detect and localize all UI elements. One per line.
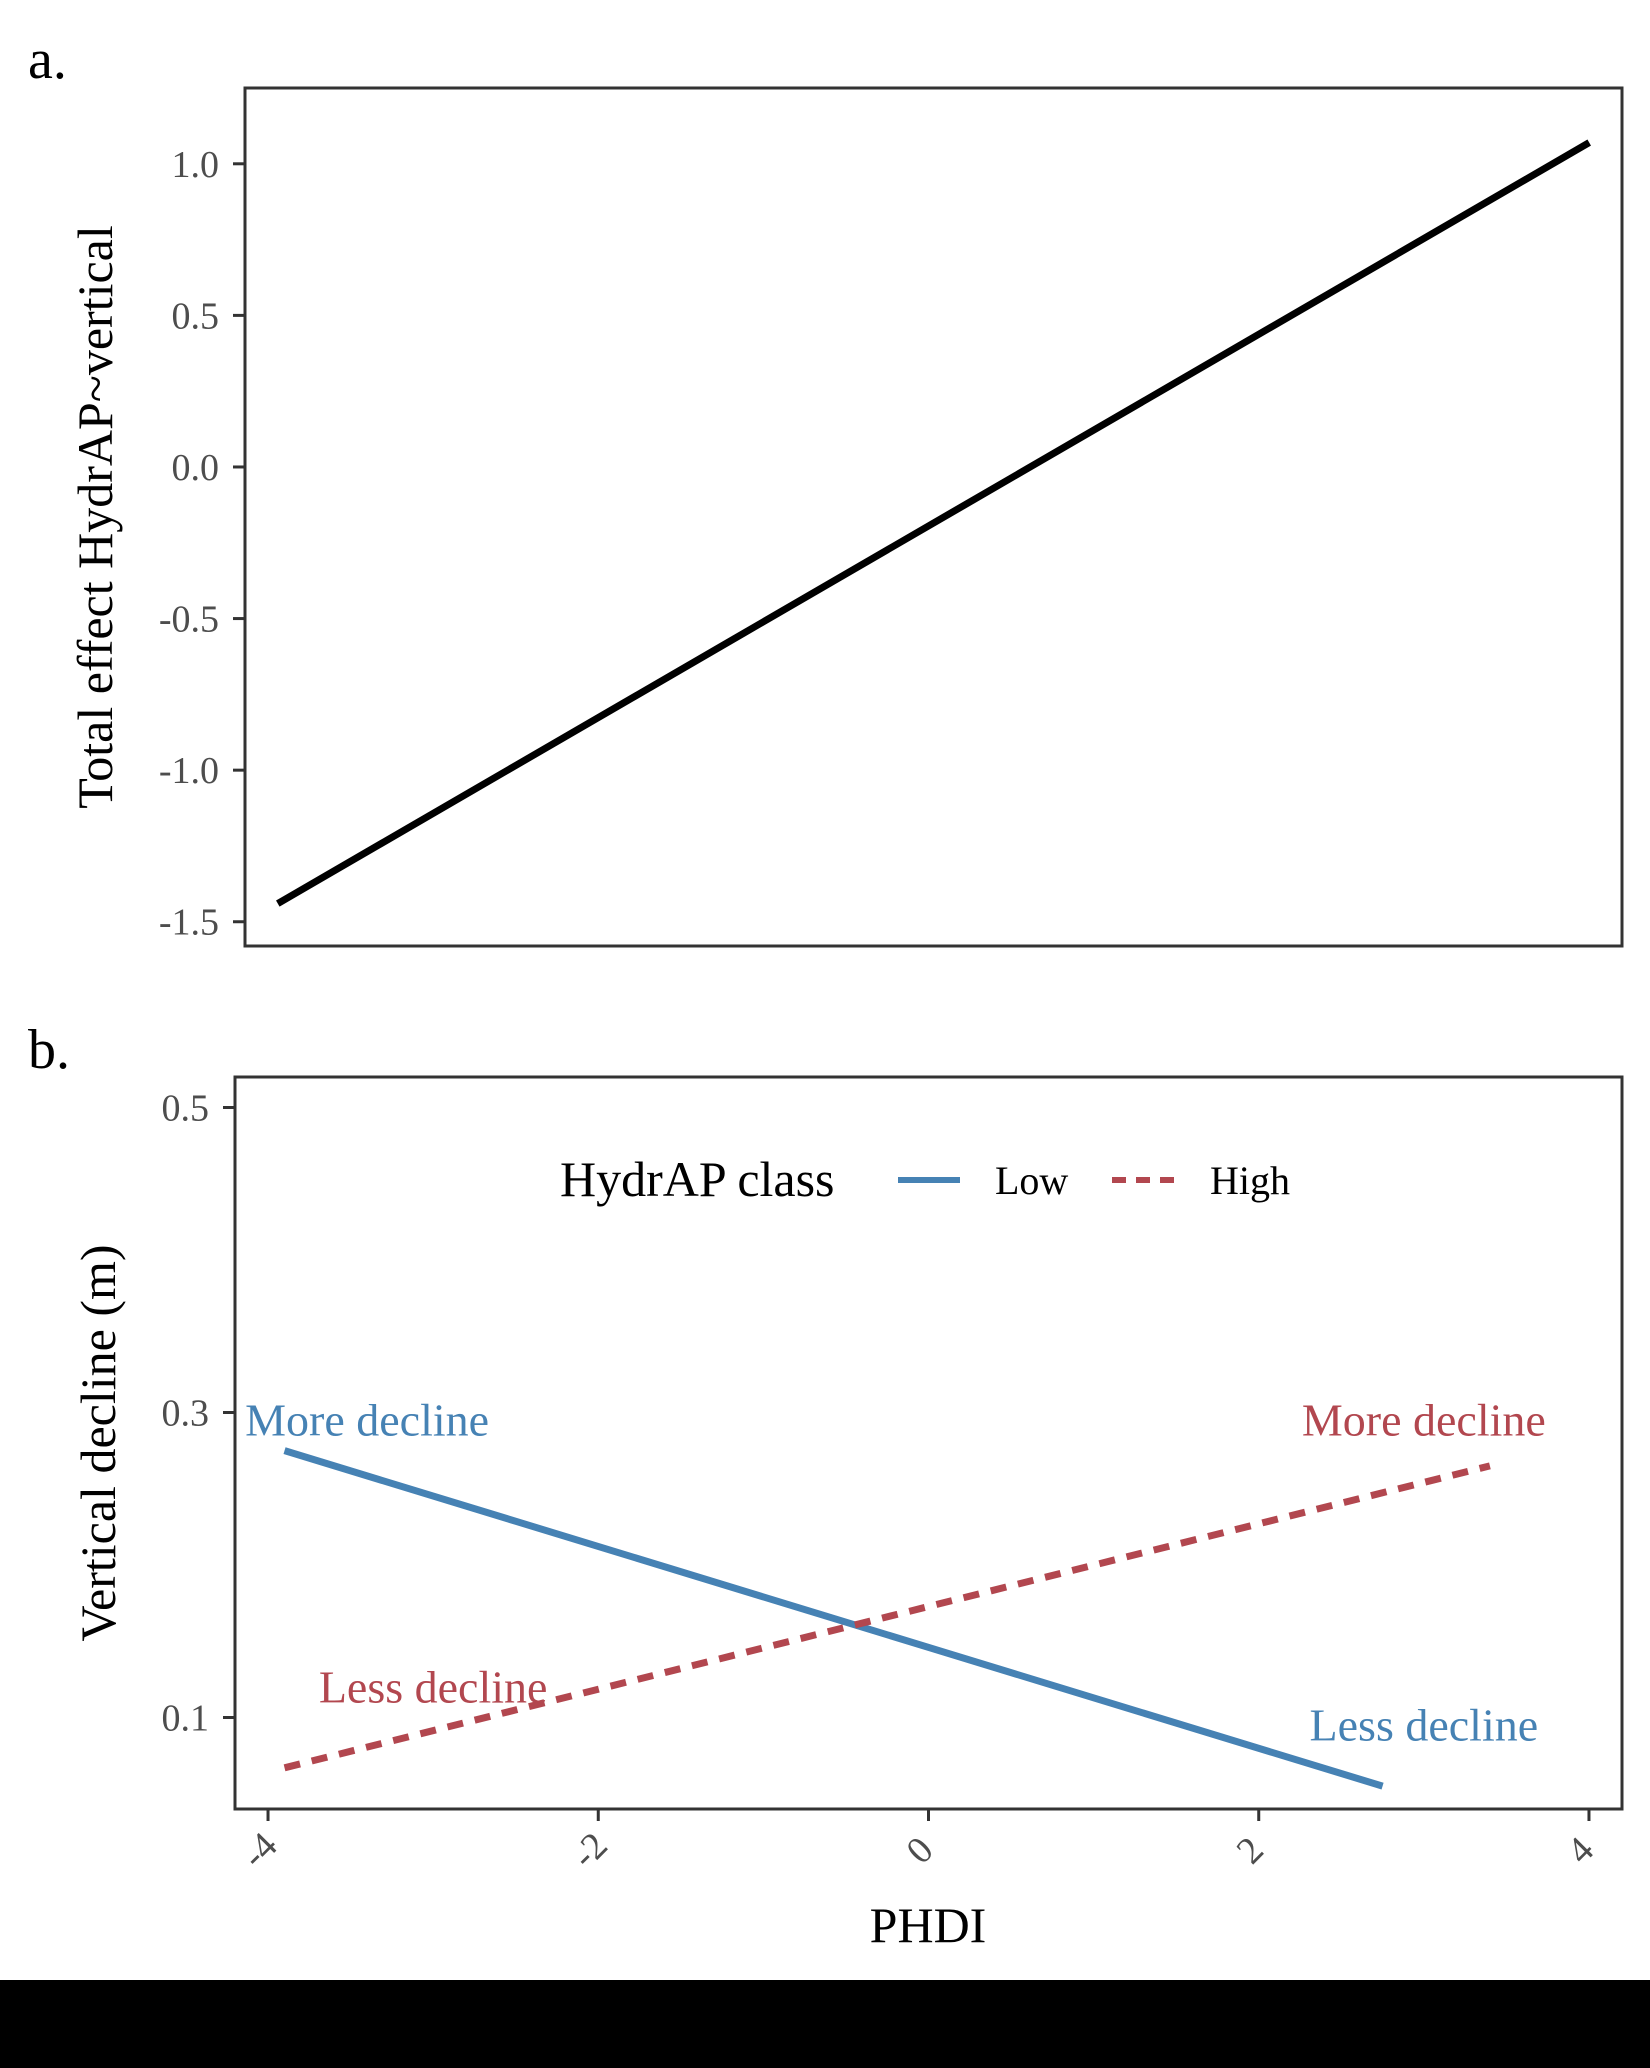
- panel-a-label: a.: [28, 29, 67, 91]
- y-tick-label: -0.5: [159, 599, 219, 641]
- series-line: [276, 139, 1591, 907]
- x-tick-label: 2: [1229, 1829, 1272, 1872]
- y-tick-label: -1.0: [159, 750, 219, 792]
- cropped-footer-bar: [0, 1980, 1650, 2068]
- legend-label-low: Low: [995, 1158, 1068, 1203]
- legend-title: HydrAP class: [560, 1151, 835, 1207]
- y-tick-label: 0.5: [162, 1088, 210, 1130]
- annotation-label: More decline: [1302, 1394, 1546, 1445]
- legend: HydrAP class Low High: [560, 1151, 1290, 1207]
- panel-a: a. -1.5 -1.0 -0.5 0.0 0.5 1.0 Total effect Hy…: [28, 29, 1624, 948]
- panel-b: b. 0.10.30.5 -4 -2 0 2 4 More decline More de…: [28, 1019, 1624, 1953]
- x-tick-label: -4: [233, 1824, 285, 1876]
- annotation-label: More decline: [245, 1394, 489, 1445]
- panel-b-label: b.: [28, 1019, 70, 1081]
- y-tick-label: 1.0: [172, 144, 220, 186]
- y-tick-label: 0.0: [172, 447, 220, 489]
- panel-b-y-axis: 0.1 0.3 0.5: [162, 1088, 235, 1740]
- x-tick-label: 0: [898, 1829, 941, 1872]
- panel-b-annotations: More decline More decline Less decline Less…: [245, 1394, 1546, 1750]
- panel-a-y-axis-title: Total effect HydrAP~vertical: [67, 225, 123, 809]
- series-line-low: [283, 1447, 1384, 1790]
- panel-b-x-axis: -4 -2 0 2 4: [233, 1809, 1602, 1877]
- panel-b-x-axis-title: PHDI: [870, 1897, 987, 1953]
- annotation-label: Less decline: [1310, 1699, 1539, 1750]
- x-tick-label: 4: [1559, 1829, 1602, 1872]
- panel-a-y-axis: -1.5 -1.0 -0.5 0.0 0.5 1.0: [159, 144, 245, 944]
- series-line-high: [283, 1462, 1491, 1772]
- legend-label-high: High: [1210, 1158, 1290, 1203]
- y-tick-label: 0.5: [172, 295, 220, 337]
- x-tick-label: -2: [564, 1824, 616, 1876]
- y-tick-label: 0.3: [162, 1393, 210, 1435]
- panel-b-lines: [283, 1447, 1491, 1790]
- y-tick-label: 0.1: [162, 1698, 210, 1740]
- annotation-label: Less decline: [319, 1661, 548, 1712]
- panel-a-lines: [276, 139, 1591, 907]
- y-tick-label: -1.5: [159, 902, 219, 944]
- panel-a-frame: [243, 86, 1624, 948]
- panel-b-y-axis-title: Vertical decline (m): [70, 1244, 126, 1641]
